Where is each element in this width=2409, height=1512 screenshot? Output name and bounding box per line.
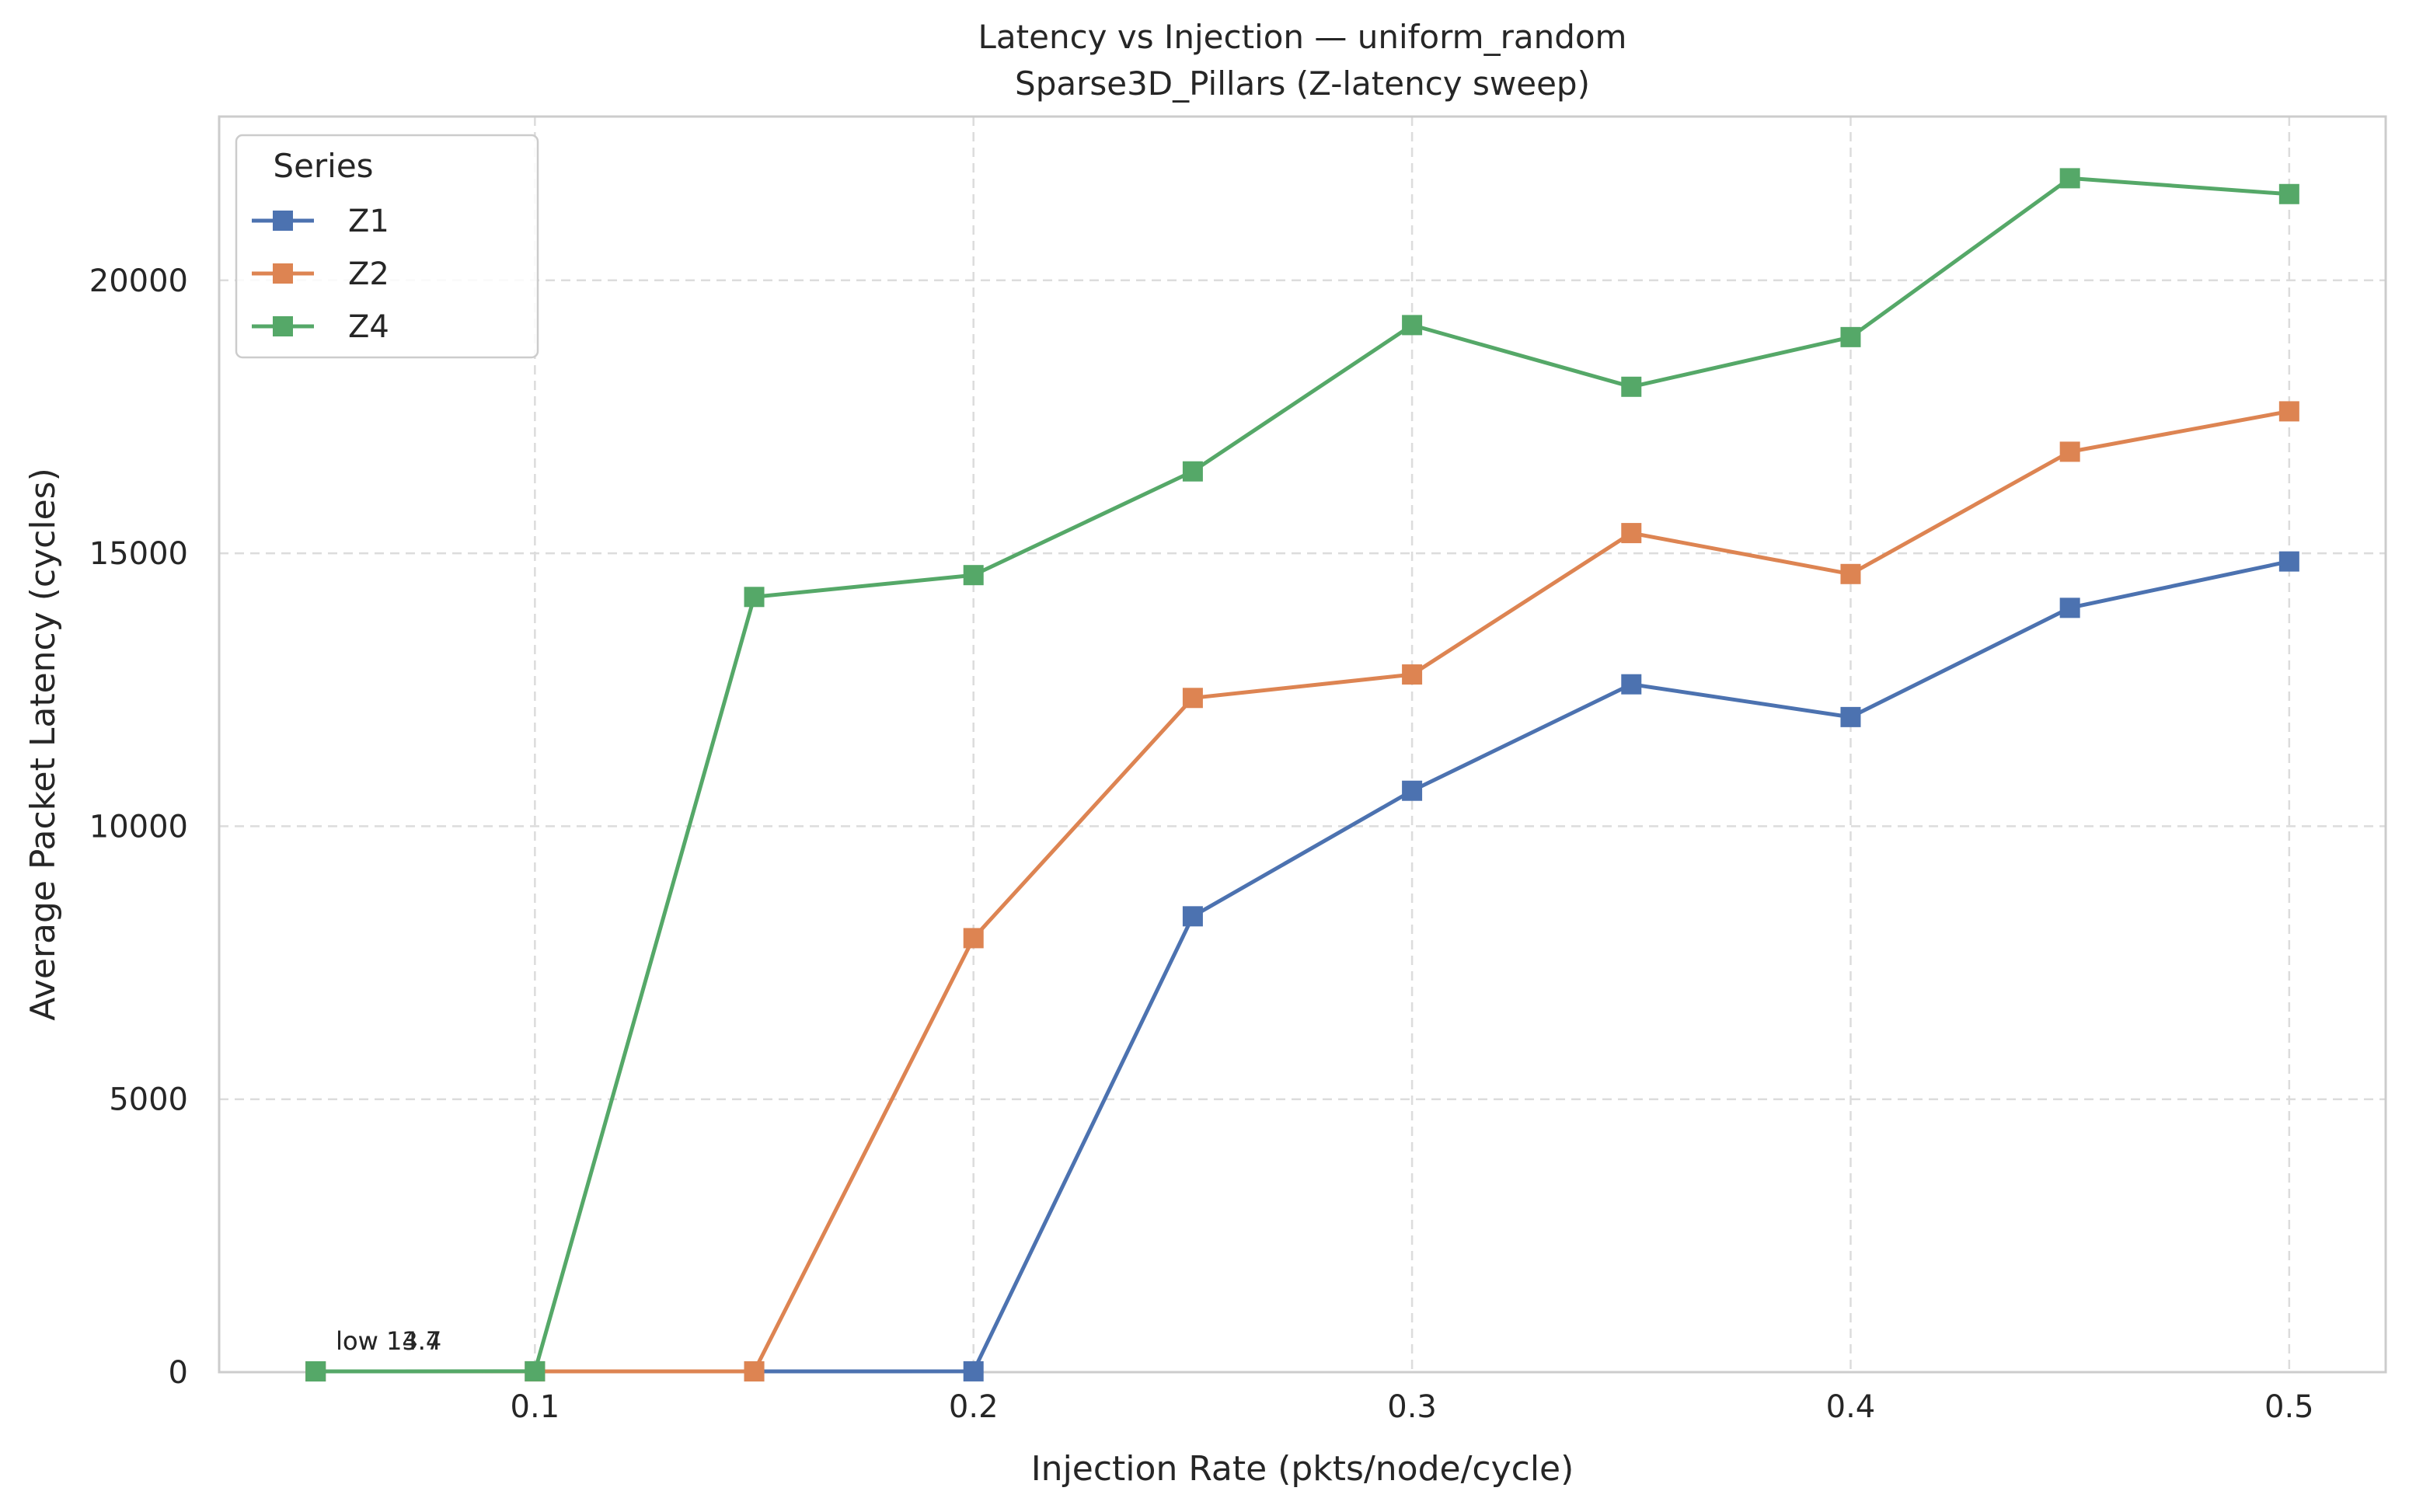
data-point-z4 [2278,183,2299,204]
data-point-z4 [2059,168,2080,189]
data-point-z4 [1840,326,1861,347]
chart-subtitle: Sparse3D_Pillars (Z-latency sweep) [1015,64,1590,103]
x-tick-label: 0.2 [949,1389,999,1425]
series-z4 [305,168,2299,1381]
x-tick-label: 0.3 [1387,1389,1437,1425]
annotation-label: low 13.7 [336,1326,441,1356]
data-point-z4 [963,565,984,586]
series-line-z4 [316,176,2289,1374]
series-line-z2 [316,409,2290,1374]
data-point-z1 [1840,706,1861,727]
data-point-z2 [1182,688,1203,709]
legend-swatch-marker [273,316,293,336]
legend-label: Z1 [348,204,389,239]
data-point-z2 [1840,563,1861,584]
data-point-z1 [1402,780,1423,801]
data-point-z2 [1621,523,1642,544]
chart-title: Latency vs Injection — uniform_random [978,18,1627,56]
legend-entries: Z1 Z2 Z4 [252,204,389,345]
legend-entry-z4: Z4 [252,309,389,345]
y-tick-label: 10000 [89,809,188,845]
y-tick-label: 0 [169,1355,188,1391]
annotation-label: low 14.4 [336,1326,441,1356]
plot-area-frame [218,115,2387,1374]
data-point-z2 [1402,664,1423,685]
legend-swatch-marker [273,263,293,284]
legend-entry-z2: Z2 [252,256,389,292]
legend-swatch-marker [273,211,293,231]
legend: Series Z1 Z2 Z4 [235,134,539,359]
data-point-z2 [2059,441,2080,462]
data-point-z4 [1182,461,1203,482]
y-tick-label: 15000 [89,536,188,572]
y-tick-label: 20000 [89,263,188,299]
data-point-z2 [744,1361,765,1382]
x-tick-label: 0.4 [1826,1389,1876,1425]
x-tick-labels: 0.1 0.2 0.3 0.4 0.5 [511,1389,2314,1425]
data-point-z1 [2278,551,2299,572]
legend-entry-z1: Z1 [252,204,389,239]
series-group [305,168,2299,1382]
x-axis-label: Injection Rate (pkts/node/cycle) [1031,1449,1574,1489]
y-tick-label: 5000 [109,1082,188,1118]
data-point-z4 [744,587,765,608]
legend-label: Z2 [348,256,389,292]
data-point-z1 [2059,597,2080,618]
data-point-z1 [963,1360,984,1381]
y-axis-label: Average Packet Latency (cycles) [23,468,63,1020]
data-point-z4 [305,1360,326,1381]
data-point-z4 [525,1360,546,1381]
data-point-z2 [963,928,984,949]
y-tick-labels: 0 5000 10000 15000 20000 [89,263,188,1391]
legend-box [235,134,539,359]
x-tick-label: 0.1 [511,1389,560,1425]
data-point-z2 [2278,401,2299,422]
legend-title: Series [273,147,373,185]
data-point-z1 [1182,906,1203,927]
data-point-z4 [1621,376,1642,397]
data-point-z1 [1621,674,1642,695]
x-tick-label: 0.5 [2264,1389,2314,1425]
data-point-z4 [1402,315,1423,336]
legend-label: Z4 [348,309,389,345]
